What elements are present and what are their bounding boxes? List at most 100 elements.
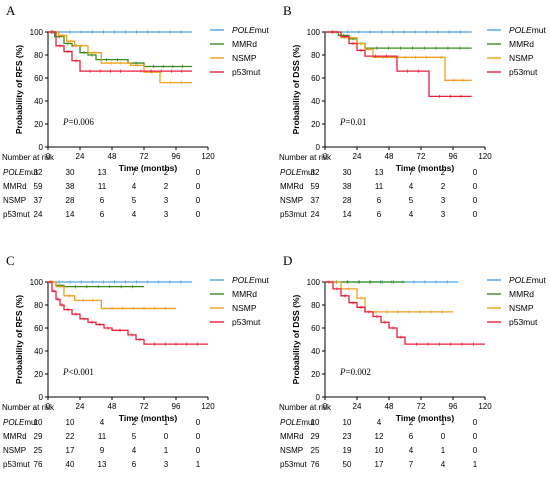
- risk-value: 0: [164, 432, 169, 441]
- risk-value: 1: [441, 418, 446, 427]
- risk-value: 4: [441, 460, 446, 469]
- p-value-text: =0.01: [346, 117, 367, 127]
- censor-marks-p53mut: [328, 280, 474, 346]
- y-tick-label: 60: [311, 324, 320, 333]
- legend-label-text: MMRd: [232, 39, 257, 49]
- x-tick-label: 0: [323, 402, 328, 411]
- legend-label-text: NSMP: [232, 53, 257, 63]
- p-value-symbol: P: [62, 117, 69, 127]
- panel-letter: A: [6, 3, 16, 18]
- panel-letter: B: [283, 3, 292, 18]
- risk-value: 76: [34, 460, 43, 469]
- p-value-symbol: P: [62, 367, 69, 377]
- p-value-symbol: P: [339, 367, 346, 377]
- legend-label-POLEmut: POLEmut: [232, 275, 269, 285]
- risk-value: 25: [311, 446, 320, 455]
- risk-row-label: NSMP: [280, 196, 303, 205]
- risk-row-label: POLEmut: [280, 168, 315, 177]
- risk-value: 7: [409, 168, 414, 177]
- legend-label-text: mut: [532, 275, 547, 285]
- legend-label-text: NSMP: [232, 303, 257, 313]
- legend-label-text: mut: [255, 25, 270, 35]
- censor-marks-NSMP: [51, 280, 166, 311]
- legend-label-MMRd: MMRd: [232, 289, 257, 299]
- x-tick-label: 120: [201, 402, 215, 411]
- censor-marks-MMRd: [331, 30, 461, 50]
- x-tick-label: 24: [76, 152, 85, 161]
- risk-value: 17: [375, 460, 384, 469]
- risk-value: 0: [473, 418, 478, 427]
- risk-row-label-italic: POLE: [3, 418, 25, 427]
- risk-row-label-text: NSMP: [3, 446, 26, 455]
- censor-marks-MMRd: [50, 30, 183, 69]
- legend-label-POLEmut: POLEmut: [509, 275, 546, 285]
- y-axis-title: Probability of RFS (%): [14, 45, 24, 134]
- legend: POLEmut MMRd NSMP p53mut: [210, 25, 269, 77]
- legend-label-p53mut: p53mut: [509, 67, 538, 77]
- km-curve-MMRd: [48, 281, 144, 288]
- risk-value: 4: [377, 418, 382, 427]
- legend-label-italic: POLE: [509, 275, 532, 285]
- risk-value: 6: [132, 460, 137, 469]
- x-tick-label: 48: [385, 152, 394, 161]
- censor-marks-p53mut: [51, 30, 183, 73]
- x-tick-label: 96: [449, 402, 458, 411]
- risk-value: 1: [473, 460, 478, 469]
- risk-row-label-text: NSMP: [3, 196, 26, 205]
- risk-value: 4: [409, 210, 414, 219]
- x-tick-label: 48: [385, 402, 394, 411]
- x-tick-label: 48: [108, 152, 117, 161]
- censor-marks-p53mut: [332, 30, 462, 98]
- risk-value: 0: [196, 196, 201, 205]
- risk-value: 1: [164, 418, 169, 427]
- risk-value: 2: [132, 418, 137, 427]
- legend-label-p53mut: p53mut: [232, 317, 261, 327]
- axes: 0 20 40 60 80 100 0 24 48 72 96 120: [307, 278, 493, 411]
- risk-value: 0: [196, 168, 201, 177]
- risk-value: 0: [196, 446, 201, 455]
- p-value: P=0.01: [339, 117, 366, 127]
- y-tick-label: 40: [311, 347, 320, 356]
- x-tick-label: 96: [172, 152, 181, 161]
- y-tick-label: 60: [34, 74, 43, 83]
- km-curve-NSMP: [48, 31, 192, 84]
- risk-value: 5: [409, 196, 414, 205]
- risk-value: 38: [343, 182, 352, 191]
- censor-marks-p53mut: [49, 280, 198, 346]
- risk-value: 10: [311, 418, 320, 427]
- x-axis-title: Time (months): [119, 413, 178, 423]
- p-value: P=0.002: [339, 367, 371, 377]
- risk-value: 2: [441, 182, 446, 191]
- risk-value: 32: [34, 168, 43, 177]
- x-axis-title: Time (months): [396, 163, 455, 173]
- risk-value: 0: [196, 210, 201, 219]
- risk-row-label: MMRd: [3, 432, 27, 441]
- x-tick-label: 120: [478, 402, 492, 411]
- risk-value: 4: [132, 182, 137, 191]
- y-tick-label: 100: [307, 278, 321, 287]
- risk-table-header: Number at risk: [2, 403, 55, 412]
- x-tick-label: 0: [46, 152, 51, 161]
- legend-label-text: MMRd: [509, 289, 534, 299]
- risk-value: 19: [343, 446, 352, 455]
- risk-value: 11: [375, 182, 384, 191]
- x-tick-label: 72: [140, 402, 149, 411]
- risk-value: 6: [409, 432, 414, 441]
- risk-value: 5: [132, 432, 137, 441]
- risk-value: 10: [34, 418, 43, 427]
- risk-row-label-text: MMRd: [280, 182, 304, 191]
- risk-value: 24: [34, 210, 43, 219]
- risk-value: 32: [311, 168, 320, 177]
- risk-row-label-text: MMRd: [3, 182, 27, 191]
- risk-value: 30: [343, 168, 352, 177]
- x-tick-label: 0: [46, 402, 51, 411]
- risk-value: 76: [311, 460, 320, 469]
- x-tick-label: 24: [353, 152, 362, 161]
- x-axis-title: Time (months): [396, 413, 455, 423]
- risk-value: 10: [375, 446, 384, 455]
- risk-value: 13: [375, 168, 384, 177]
- risk-value: 0: [473, 182, 478, 191]
